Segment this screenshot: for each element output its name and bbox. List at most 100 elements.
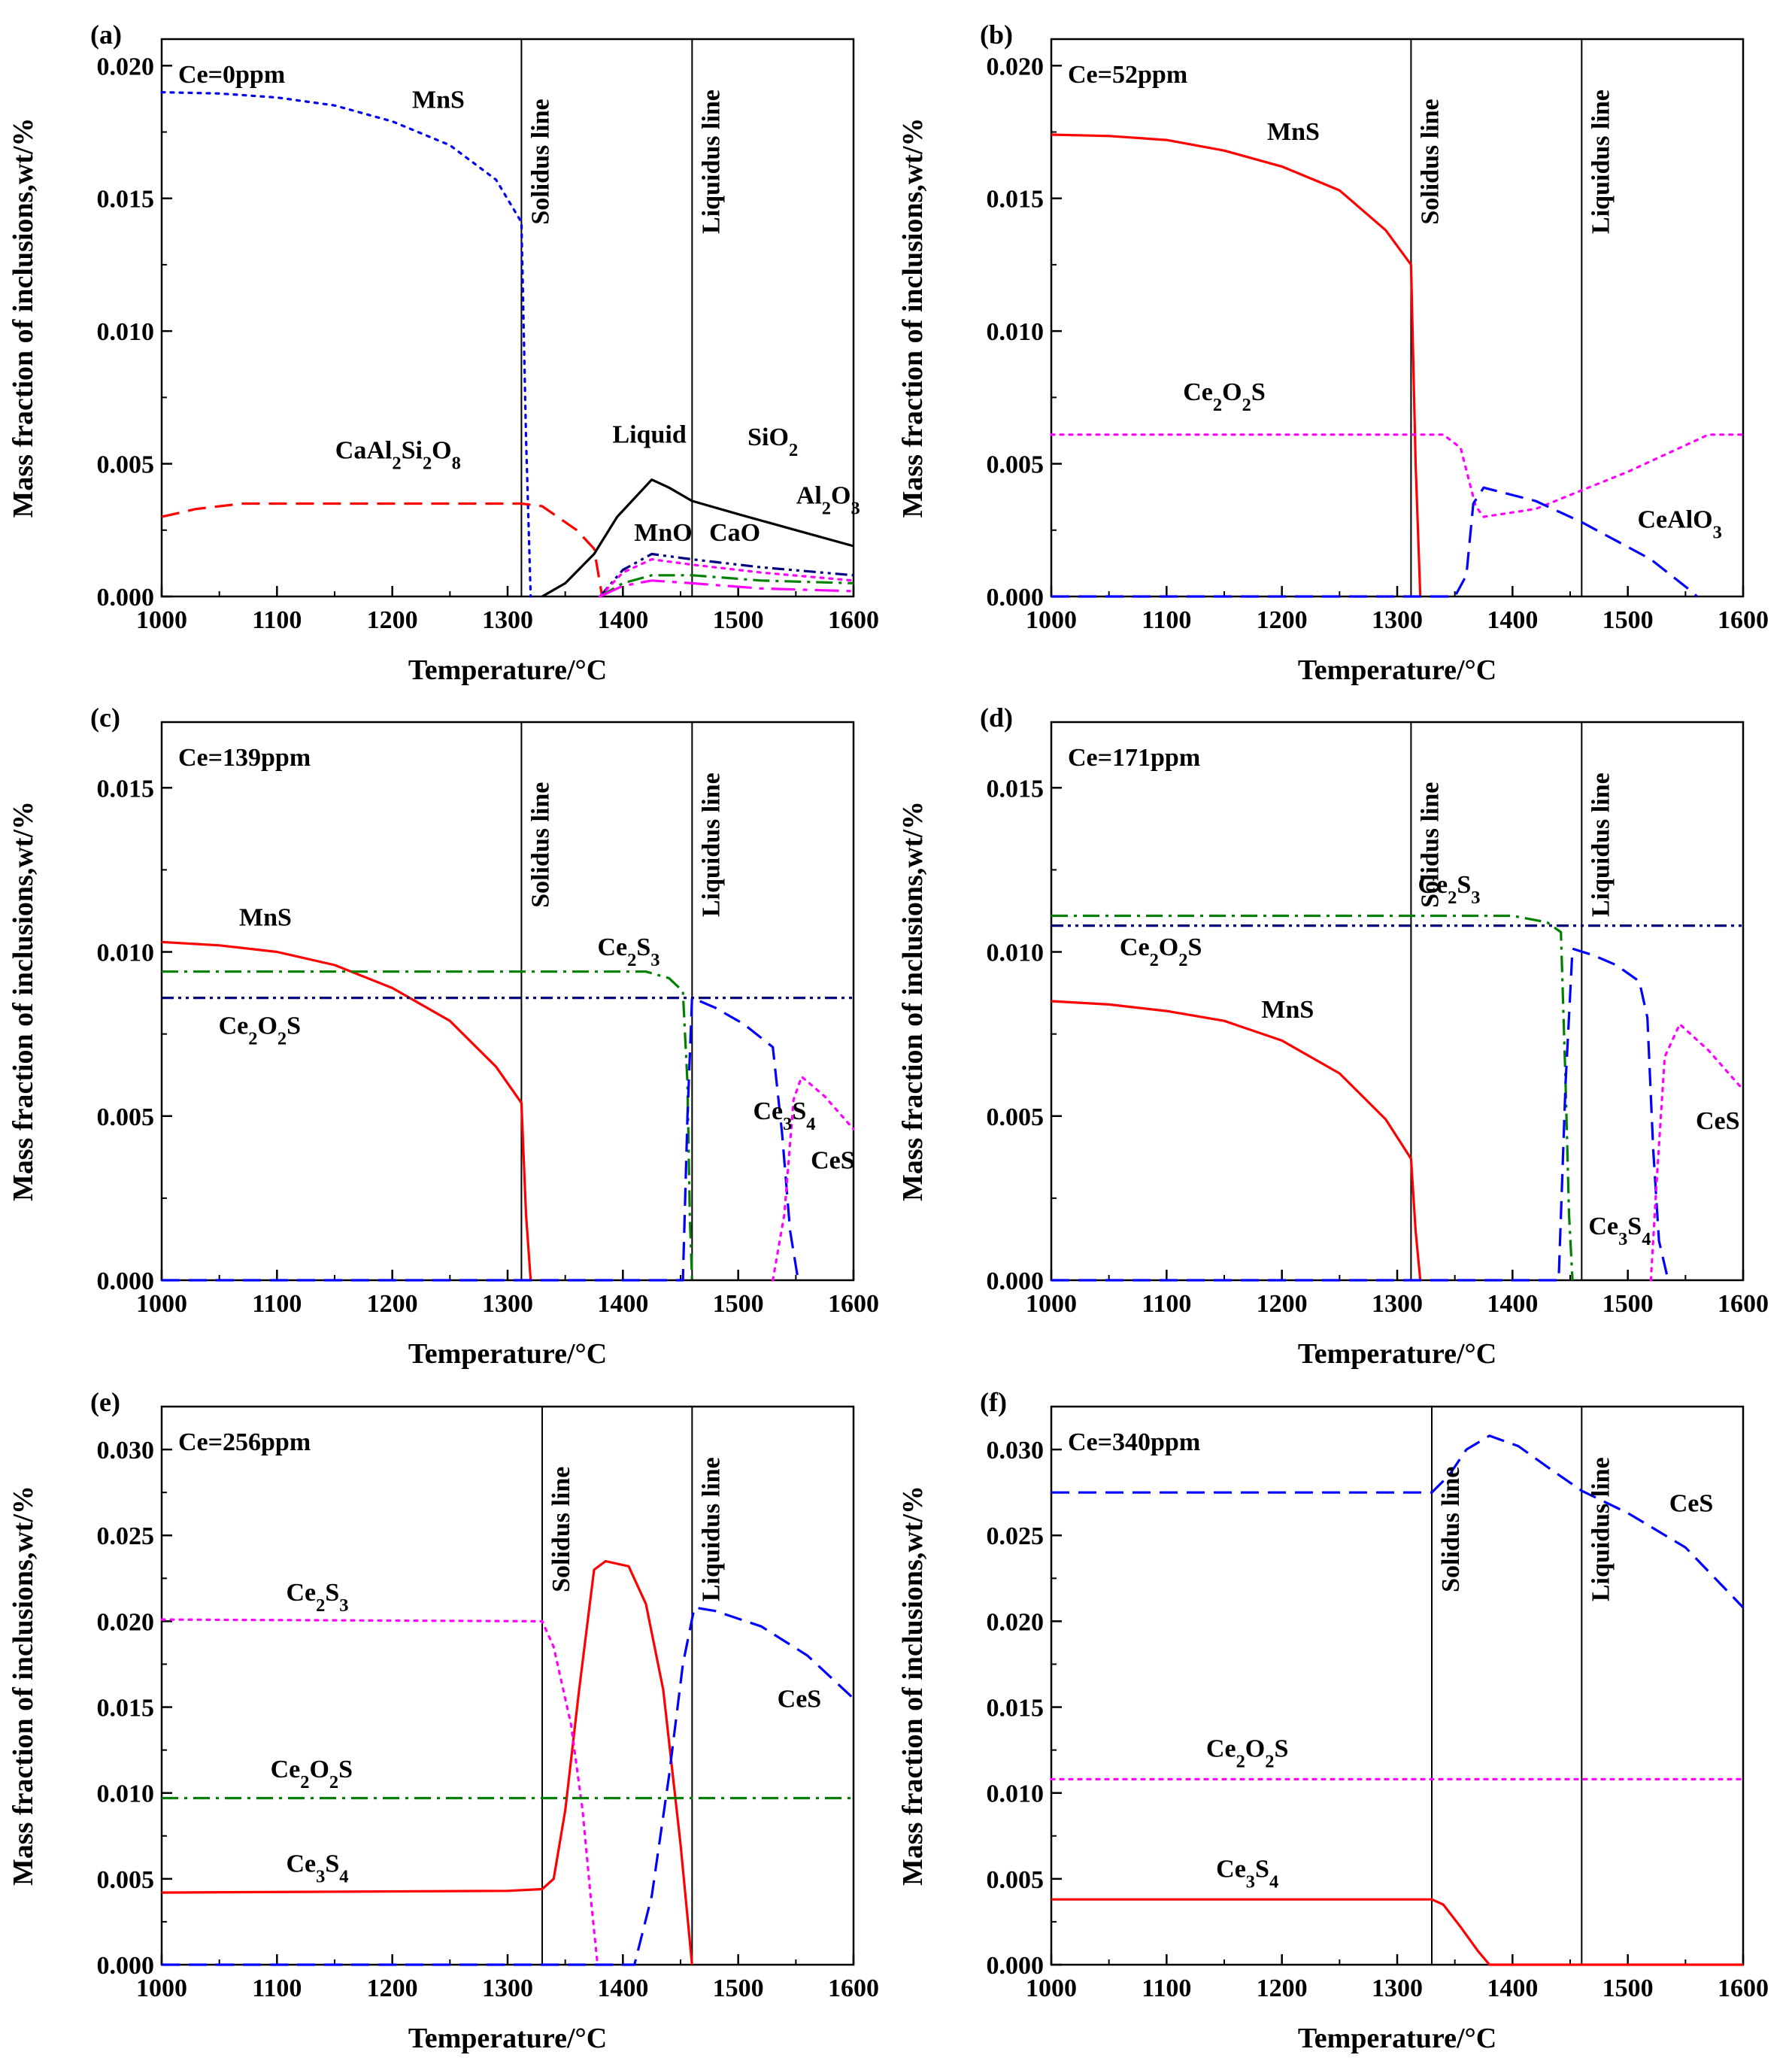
- series-line-liquid: [541, 478, 854, 598]
- x-tick-label: 1500: [713, 1974, 764, 2002]
- plot-frame: [160, 38, 855, 598]
- series-line-mns: [160, 91, 532, 598]
- x-tick-label: 1100: [252, 1974, 302, 2002]
- x-tick-label: 1600: [828, 1290, 879, 1318]
- x-axis-title: Temperature/°C: [1298, 1338, 1496, 1370]
- x-tick-label: 1000: [1026, 606, 1077, 634]
- y-tick-label: 0.000: [97, 1952, 155, 1980]
- series-line-ces: [1051, 1434, 1745, 1609]
- y-tick-label: 0.025: [97, 1522, 155, 1550]
- y-tick-label: 0.015: [987, 775, 1045, 803]
- series-line-al2o3: [599, 558, 855, 598]
- x-tick-label: 1400: [1487, 606, 1538, 634]
- x-tick-label: 1100: [1142, 1974, 1191, 2002]
- y-axis-title: Mass fraction of inclusions,wt/%: [8, 801, 39, 1201]
- series-line-mns: [1051, 1000, 1422, 1281]
- series-label: Liquid: [612, 420, 686, 448]
- series-label: MnS: [412, 87, 465, 114]
- series-line-mns: [161, 940, 532, 1281]
- series-label: CeAlO3: [1638, 505, 1722, 542]
- y-tick-label: 0.000: [97, 584, 155, 612]
- x-tick-label: 1000: [136, 606, 187, 634]
- x-tick-label: 1600: [828, 1974, 879, 2002]
- series-label: Ce2O2S: [1206, 1735, 1289, 1772]
- x-tick-label: 1200: [1257, 1290, 1308, 1318]
- plot-frame: [160, 721, 855, 1282]
- x-axis-title: Temperature/°C: [408, 1338, 607, 1370]
- x-tick-label: 1100: [1142, 606, 1191, 634]
- series-label: Ce3S4: [1216, 1856, 1278, 1893]
- x-tick-label: 1500: [1602, 1290, 1654, 1318]
- x-tick-label: 1200: [367, 1974, 418, 2002]
- x-tick-label: 1100: [252, 1290, 302, 1318]
- panel-label: (d): [980, 703, 1013, 733]
- y-tick-label: 0.020: [97, 1608, 155, 1636]
- x-tick-label: 1300: [482, 1290, 533, 1318]
- x-axis-title: Temperature/°C: [1298, 654, 1496, 686]
- y-tick-label: 0.000: [97, 1267, 155, 1295]
- y-tick-label: 0.005: [987, 1866, 1045, 1894]
- x-tick-label: 1600: [1718, 1290, 1769, 1318]
- series-line-ce2s3: [1051, 914, 1574, 1281]
- series-label: Ce2S3: [1418, 871, 1480, 908]
- liquidus-label: Liquidus line: [1587, 1457, 1615, 1601]
- y-tick-label: 0.030: [97, 1437, 155, 1465]
- series-label: Ce2O2S: [271, 1756, 353, 1792]
- series-label: CeS: [811, 1147, 855, 1175]
- plot-frame: [1050, 721, 1745, 1282]
- solidus-label: Solidus line: [1437, 1467, 1465, 1592]
- series-line-ce3s4: [1051, 1898, 1743, 1966]
- y-axis-title: Mass fraction of inclusions,wt/%: [8, 118, 39, 518]
- liquidus-label: Liquidus line: [1587, 90, 1615, 234]
- y-axis-title: Mass fraction of inclusions,wt/%: [897, 1486, 929, 1886]
- series-line-ce2o2s: [1050, 433, 1745, 518]
- series-line-ce3s4: [1051, 947, 1669, 1282]
- chart-panel: 1000 1100 1200 1300 1400 1500 1600 0.000 0.005 0.…: [8, 1387, 879, 2054]
- chart-panel: 1000 1100 1200 1300 1400 1500 1600 0.000 0.005 0.…: [8, 20, 879, 686]
- ce-annotation: Ce=171ppm: [1068, 744, 1200, 772]
- x-tick-label: 1000: [1026, 1974, 1077, 2002]
- series-line-cao: [599, 579, 854, 598]
- y-tick-label: 0.000: [987, 584, 1045, 612]
- ce-annotation: Ce=139ppm: [178, 744, 311, 772]
- x-tick-label: 1200: [367, 1290, 418, 1318]
- x-tick-label: 1300: [1372, 1974, 1423, 2002]
- y-tick-label: 0.025: [987, 1522, 1045, 1550]
- y-axis-title: Mass fraction of inclusions,wt/%: [8, 1486, 39, 1886]
- x-tick-label: 1400: [1487, 1290, 1538, 1318]
- panel-label: (f): [980, 1387, 1007, 1417]
- x-tick-label: 1100: [252, 606, 302, 634]
- series-line-sio2: [599, 552, 854, 598]
- y-tick-label: 0.010: [97, 1780, 155, 1808]
- x-tick-label: 1600: [1718, 606, 1769, 634]
- x-tick-label: 1500: [1602, 606, 1654, 634]
- chart-panel: 1000 1100 1200 1300 1400 1500 1600 0.000 0.005 0.…: [897, 20, 1769, 686]
- series-label: Ce3S4: [286, 1850, 348, 1887]
- y-tick-label: 0.010: [987, 939, 1045, 967]
- y-tick-label: 0.015: [97, 775, 155, 803]
- series-label: CaAl2Si2O8: [335, 437, 461, 474]
- panel-label: (c): [90, 703, 120, 733]
- series-label: Ce3S4: [1588, 1213, 1651, 1249]
- series-label: CeS: [778, 1686, 822, 1713]
- x-tick-label: 1200: [1257, 1974, 1308, 2002]
- x-tick-label: 1000: [136, 1290, 187, 1318]
- series-label: CaO: [709, 519, 760, 547]
- series-label: Ce2S3: [597, 933, 659, 970]
- panel-label: (b): [980, 20, 1013, 50]
- x-axis-title: Temperature/°C: [408, 2023, 607, 2054]
- y-tick-label: 0.005: [987, 1103, 1045, 1131]
- x-tick-label: 1200: [1257, 606, 1308, 634]
- x-tick-label: 1600: [828, 606, 879, 634]
- ce-annotation: Ce=340ppm: [1068, 1428, 1200, 1456]
- liquidus-label: Liquidus line: [697, 1457, 725, 1601]
- series-line-ce2s3: [160, 1618, 599, 1966]
- y-tick-label: 0.020: [987, 53, 1045, 80]
- x-tick-label: 1400: [1487, 1974, 1538, 2002]
- series-line-mns: [1051, 133, 1422, 597]
- solidus-label: Solidus line: [547, 1467, 575, 1592]
- y-tick-label: 0.020: [987, 1608, 1045, 1636]
- series-line-ces: [772, 1075, 855, 1282]
- x-axis-title: Temperature/°C: [408, 654, 607, 686]
